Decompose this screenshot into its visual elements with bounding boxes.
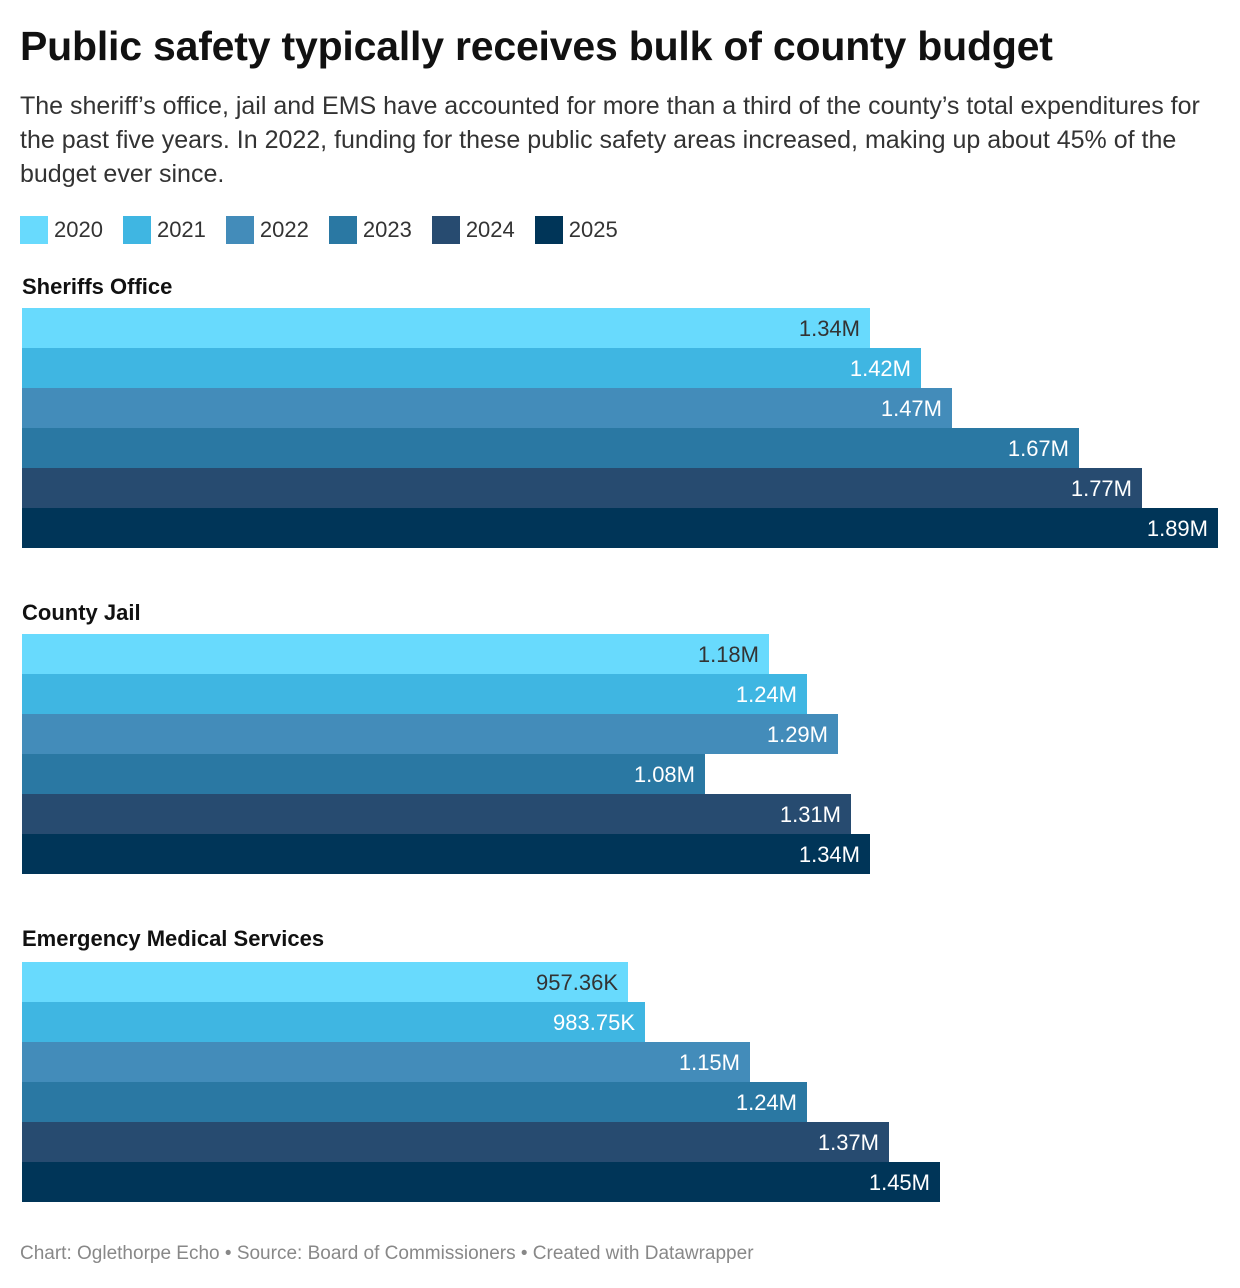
legend-label: 2020 <box>54 217 103 242</box>
bar-value-label: 957.36K <box>536 970 618 995</box>
bar-value-label: 1.34M <box>799 842 860 867</box>
legend: 2020 2021 2022 2023 2024 2025 <box>20 214 638 246</box>
bar-2022 <box>22 388 952 428</box>
bar-value-label: 1.77M <box>1071 476 1132 501</box>
bar-2024 <box>22 468 1142 508</box>
bar-2023 <box>22 754 705 794</box>
legend-label: 2025 <box>568 217 618 242</box>
bar-2023 <box>22 428 1079 468</box>
bar-value-label: 1.24M <box>736 682 797 707</box>
legend-item-2022: 2022 <box>225 216 309 244</box>
bar-value-label: 1.18M <box>698 642 759 667</box>
bar-value-label: 1.67M <box>1008 436 1069 461</box>
legend-item-2025: 2025 <box>534 216 618 244</box>
legend-swatch <box>534 216 563 244</box>
bar-value-label: 1.24M <box>736 1090 797 1115</box>
bar-value-label: 1.08M <box>634 762 695 787</box>
bar-value-label: 983.75K <box>553 1010 635 1035</box>
chart-subtitle: The sheriff’s office, jail and EMS have … <box>20 92 1200 188</box>
legend-item-2020: 2020 <box>20 216 103 244</box>
legend-swatch <box>328 216 357 244</box>
bar-value-label: 1.29M <box>767 722 828 747</box>
bar-value-label: 1.42M <box>850 356 911 381</box>
bar-value-label: 1.31M <box>780 802 841 827</box>
legend-label: 2024 <box>465 217 515 242</box>
bar-2025 <box>22 834 870 874</box>
legend-label: 2022 <box>259 217 309 242</box>
bar-2025 <box>22 508 1218 548</box>
legend-label: 2023 <box>362 217 412 242</box>
legend-swatch <box>20 216 48 244</box>
chart-footer: Chart: Oglethorpe Echo • Source: Board o… <box>20 1243 754 1264</box>
bar-2021 <box>22 674 807 714</box>
panel-title: County Jail <box>22 600 141 625</box>
bar-2020 <box>22 308 870 348</box>
bar-2020 <box>22 962 628 1002</box>
chart-title: Public safety typically receives bulk of… <box>20 23 1053 69</box>
bar-2021 <box>22 1002 645 1042</box>
bar-2023 <box>22 1082 807 1122</box>
bar-2024 <box>22 1122 889 1162</box>
legend-item-2021: 2021 <box>122 216 206 244</box>
bar-2024 <box>22 794 851 834</box>
bar-2022 <box>22 714 838 754</box>
bar-2020 <box>22 634 769 674</box>
legend-swatch <box>225 216 254 244</box>
panel-title: Sheriffs Office <box>22 274 172 299</box>
bar-2025 <box>22 1162 940 1202</box>
legend-swatch <box>122 216 151 244</box>
bar-value-label: 1.34M <box>799 316 860 341</box>
panel-title: Emergency Medical Services <box>22 926 324 951</box>
bar-2022 <box>22 1042 750 1082</box>
legend-item-2024: 2024 <box>431 216 515 244</box>
legend-swatch <box>431 216 460 244</box>
bar-value-label: 1.37M <box>818 1130 879 1155</box>
legend-label: 2021 <box>156 217 206 242</box>
bar-value-label: 1.89M <box>1147 516 1208 541</box>
bar-value-label: 1.45M <box>869 1170 930 1195</box>
bar-value-label: 1.47M <box>881 396 942 421</box>
legend-item-2023: 2023 <box>328 216 412 244</box>
bar-2021 <box>22 348 921 388</box>
bar-value-label: 1.15M <box>679 1050 740 1075</box>
